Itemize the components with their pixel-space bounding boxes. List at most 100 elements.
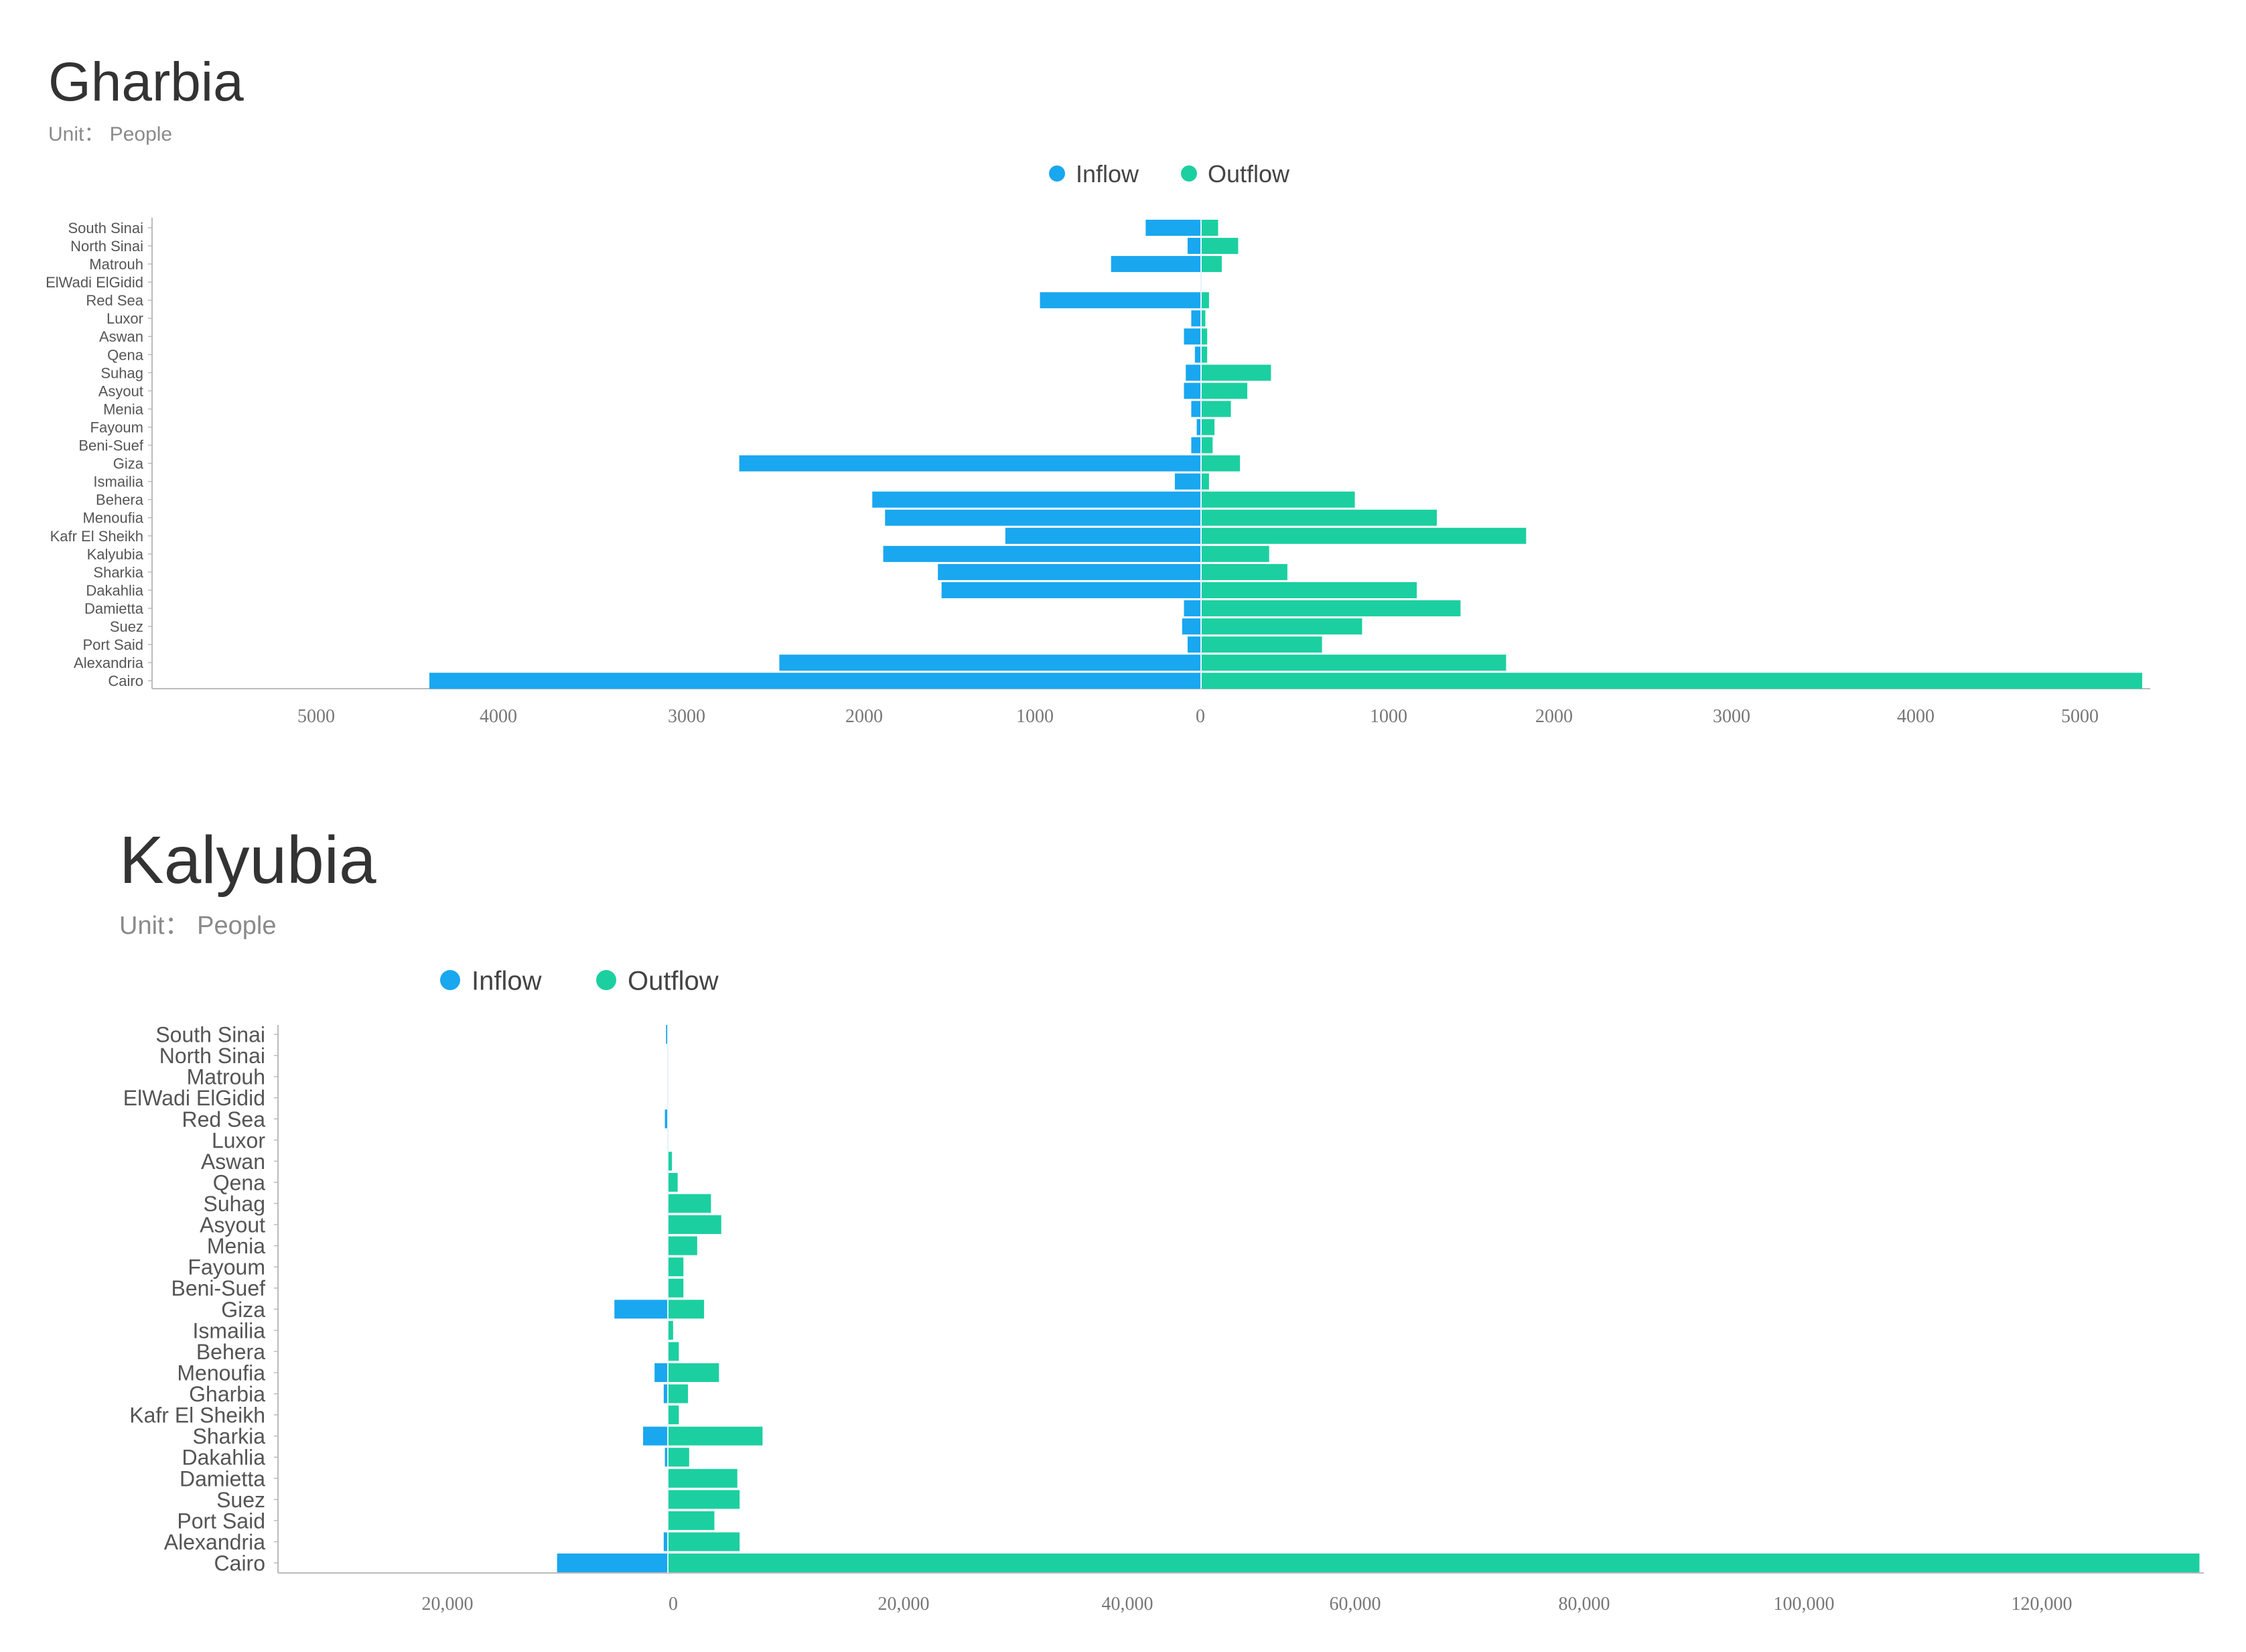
legend-marker-outflow (1181, 165, 1197, 182)
bar-outflow-menoufia (669, 1363, 719, 1382)
category-label-luxor: Luxor (212, 1128, 265, 1152)
bar-inflow-alexandria (663, 1532, 667, 1552)
category-label-matrouh: Matrouh (89, 256, 143, 273)
bar-inflow-suhag (1186, 364, 1200, 381)
bar-inflow-behera (872, 491, 1200, 508)
unit-label: Unit： People (119, 912, 276, 940)
category-label-matrouh: Matrouh (187, 1065, 265, 1089)
x-tick-label: 120,000 (2012, 1594, 2073, 1614)
category-label-ismailia: Ismailia (93, 474, 143, 490)
bar-inflow-dakahlia (664, 1448, 667, 1467)
bar-outflow-beni-suef (1202, 437, 1213, 454)
category-label-alexandria: Alexandria (74, 655, 144, 671)
bar-outflow-red-sea (1202, 292, 1209, 309)
bar-outflow-port-said (1202, 636, 1322, 653)
legend-label-inflow: Inflow (1076, 160, 1139, 188)
bar-outflow-menia (669, 1236, 697, 1255)
category-label-suez: Suez (110, 618, 143, 635)
category-label-menoufia: Menoufia (82, 510, 143, 527)
bar-inflow-menia (1191, 401, 1200, 417)
category-label-behera: Behera (96, 492, 144, 508)
bar-inflow-red-sea (1040, 292, 1200, 309)
bar-outflow-beni-suef (669, 1278, 684, 1298)
category-label-suez: Suez (216, 1488, 265, 1512)
category-label-red-sea: Red Sea (86, 292, 143, 309)
bar-inflow-ismailia (1174, 473, 1200, 490)
unit-label: Unit： People (48, 123, 172, 145)
bar-outflow-luxor (1202, 310, 1206, 327)
bar-inflow-dakahlia (941, 582, 1200, 598)
x-tick-label: 100,000 (1774, 1594, 1835, 1614)
bar-inflow-beni-suef (1191, 437, 1200, 454)
category-label-beni-suef: Beni-Suef (171, 1276, 265, 1300)
category-label-damietta: Damietta (180, 1466, 265, 1491)
x-tick-label: 20,000 (422, 1594, 474, 1614)
chart-title: Kalyubia (119, 823, 376, 898)
bar-inflow-kalyubia (883, 545, 1200, 562)
bar-inflow-gharbia (663, 1384, 667, 1403)
legend-marker-outflow (596, 970, 616, 990)
x-tick-label: 20,000 (878, 1594, 930, 1614)
bar-outflow-menia (1202, 401, 1231, 417)
legend-marker-inflow (1049, 165, 1065, 182)
bar-outflow-aswan (669, 1152, 673, 1171)
category-label-damietta: Damietta (84, 600, 144, 617)
bar-outflow-fayoum (669, 1257, 684, 1277)
category-label-south-sinai: South Sinai (68, 220, 143, 236)
category-label-cairo: Cairo (214, 1552, 265, 1576)
bar-outflow-qena (669, 1172, 678, 1192)
category-label-aswan: Aswan (201, 1150, 265, 1174)
category-label-suhag: Suhag (100, 364, 143, 381)
category-label-cairo: Cairo (108, 673, 143, 689)
bar-inflow-giza (739, 455, 1200, 472)
legend-marker-inflow (440, 970, 460, 990)
bar-outflow-gharbia (669, 1384, 689, 1403)
category-label-beni-suef: Beni-Suef (78, 437, 144, 454)
bar-inflow-suez (1182, 618, 1200, 635)
bar-outflow-fayoum (1202, 419, 1215, 435)
category-label-menoufia: Menoufia (177, 1361, 265, 1385)
bar-outflow-kafr-el-sheikh (1202, 527, 1527, 544)
bar-outflow-cairo (1202, 673, 2143, 689)
category-label-behera: Behera (196, 1340, 265, 1364)
bar-outflow-damietta (669, 1468, 738, 1488)
bar-outflow-suez (1202, 618, 1362, 635)
bar-outflow-behera (669, 1342, 679, 1361)
x-tick-label: 0 (1196, 706, 1205, 727)
bar-inflow-south-sinai (1145, 220, 1200, 236)
bar-inflow-matrouh (1111, 256, 1200, 273)
bar-inflow-fayoum (1196, 419, 1200, 435)
bar-inflow-giza (614, 1300, 667, 1319)
category-label-kafr-el-sheikh: Kafr El Sheikh (129, 1403, 265, 1428)
bar-inflow-asyout (1184, 383, 1200, 399)
bar-outflow-menoufia (1202, 509, 1437, 526)
bar-inflow-qena (1194, 346, 1200, 363)
bar-outflow-north-sinai (1202, 238, 1239, 255)
bar-inflow-north-sinai (1187, 238, 1200, 255)
category-label-sharkia: Sharkia (193, 1424, 266, 1448)
bar-outflow-aswan (1202, 328, 1208, 345)
x-tick-label: 60,000 (1330, 1594, 1381, 1614)
bar-outflow-south-sinai (1202, 220, 1218, 236)
bar-outflow-kalyubia (1202, 545, 1269, 562)
category-label-sharkia: Sharkia (93, 564, 143, 581)
bar-inflow-kafr-el-sheikh (1005, 527, 1200, 544)
category-label-qena: Qena (107, 346, 144, 363)
bar-inflow-red-sea (664, 1109, 667, 1129)
category-label-alexandria: Alexandria (164, 1530, 265, 1554)
bar-outflow-suez (669, 1490, 740, 1509)
bar-outflow-ismailia (669, 1320, 673, 1340)
chart-title: Gharbia (48, 52, 244, 113)
bar-outflow-cairo (669, 1554, 2200, 1572)
category-label-dakahlia: Dakahlia (86, 582, 143, 599)
bar-inflow-damietta (1184, 600, 1200, 617)
category-label-luxor: Luxor (107, 310, 143, 327)
legend-label-outflow: Outflow (1208, 160, 1290, 188)
x-tick-label: 1000 (1016, 706, 1054, 727)
x-tick-label: 2000 (845, 706, 883, 727)
bar-inflow-alexandria (779, 655, 1200, 671)
bar-inflow-luxor (1191, 310, 1200, 327)
bar-inflow-aswan (1184, 328, 1200, 345)
bar-outflow-damietta (1202, 600, 1461, 617)
